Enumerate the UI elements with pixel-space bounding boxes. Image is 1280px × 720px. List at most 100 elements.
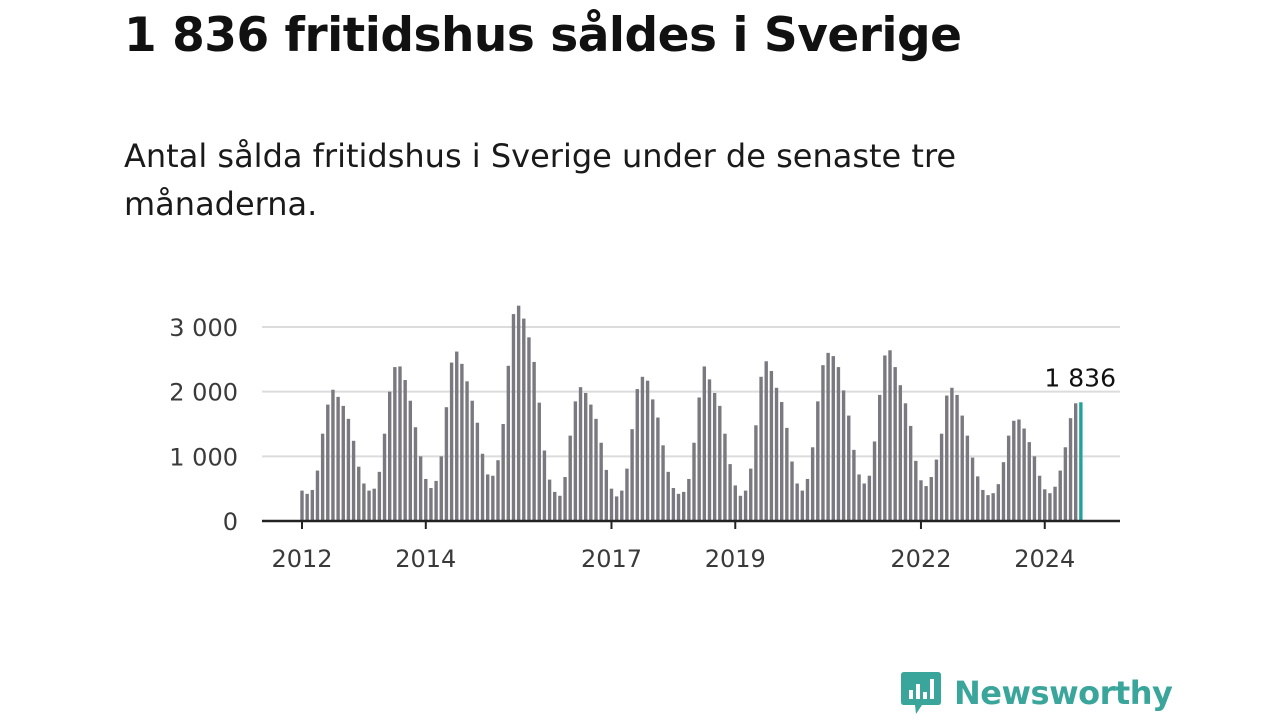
bar <box>485 474 490 521</box>
bar <box>532 361 536 521</box>
bar <box>671 488 676 521</box>
brand-name: Newsworthy <box>954 674 1173 712</box>
brand: Newsworthy <box>900 668 1173 718</box>
bar <box>609 488 614 521</box>
bar <box>501 424 505 521</box>
bar <box>387 391 392 521</box>
x-tick-label: 2012 <box>271 545 332 573</box>
bar <box>749 468 753 521</box>
bar <box>455 351 459 521</box>
x-tick-label: 2014 <box>395 545 456 573</box>
bar <box>408 400 413 521</box>
bar <box>1022 428 1026 521</box>
bar <box>537 402 541 521</box>
bar <box>779 402 784 521</box>
x-tick-label: 2019 <box>705 545 766 573</box>
bar <box>939 433 944 521</box>
bar <box>439 456 443 521</box>
bar <box>862 483 866 521</box>
bar <box>1053 486 1057 521</box>
bar <box>826 352 830 521</box>
y-tick-label: 1 000 <box>169 443 238 471</box>
bar <box>449 362 454 521</box>
bar-latest <box>1079 402 1083 521</box>
bar <box>331 389 335 521</box>
bar <box>805 478 810 521</box>
bar <box>429 488 433 521</box>
bar <box>480 453 485 521</box>
bar <box>1048 493 1052 521</box>
bar <box>341 405 345 521</box>
chart-title: 1 836 fritidshus såldes i Sverige <box>124 8 962 63</box>
bar <box>568 435 572 521</box>
bar <box>645 380 650 521</box>
bar <box>718 405 722 521</box>
bar <box>702 366 707 521</box>
bar <box>547 479 552 521</box>
bar <box>583 392 588 521</box>
y-tick-label: 0 <box>223 508 238 536</box>
bar <box>723 433 727 521</box>
bar <box>914 460 918 521</box>
bar <box>640 376 645 521</box>
bar <box>377 471 382 521</box>
bar <box>692 442 696 521</box>
bar <box>728 464 732 521</box>
bar <box>877 394 882 521</box>
y-tick-label: 3 000 <box>169 314 238 342</box>
bar <box>934 459 939 521</box>
bar <box>398 366 402 521</box>
bar <box>1001 462 1006 521</box>
bar <box>847 415 851 521</box>
bar <box>336 396 340 521</box>
bar <box>676 493 681 521</box>
bar <box>413 427 418 521</box>
bar <box>800 490 805 521</box>
x-tick-label: 2022 <box>890 545 951 573</box>
bar <box>1012 420 1016 521</box>
bar <box>970 457 975 521</box>
bar <box>1068 418 1073 521</box>
y-axis-tick-labels: 0 1 000 2 000 3 000 <box>169 314 238 536</box>
bar <box>738 495 743 521</box>
bar <box>1063 447 1068 521</box>
bar <box>434 480 438 521</box>
bar <box>326 404 330 521</box>
bar <box>1037 475 1042 521</box>
bar <box>785 427 789 521</box>
bar <box>594 418 598 521</box>
bar <box>986 495 990 521</box>
bar <box>511 314 516 521</box>
bar <box>1074 403 1078 521</box>
bar <box>418 456 423 521</box>
bar <box>903 403 908 521</box>
bar <box>444 407 449 521</box>
bar <box>578 387 583 521</box>
bar <box>816 401 820 521</box>
bar <box>346 418 351 521</box>
bar <box>465 381 469 521</box>
bar <box>1027 442 1031 521</box>
bar <box>553 491 557 521</box>
bar <box>795 483 799 521</box>
bar <box>367 490 371 521</box>
bar <box>496 460 500 521</box>
bar <box>955 394 959 521</box>
bar <box>522 318 526 521</box>
bar <box>614 496 619 521</box>
bar <box>656 417 660 521</box>
last-value-label: 1 836 <box>1044 363 1116 392</box>
bar <box>635 389 639 521</box>
bar <box>589 404 593 521</box>
bar <box>362 483 366 521</box>
bar <box>300 490 304 521</box>
bar <box>996 484 1001 521</box>
bar <box>841 390 846 521</box>
bar <box>929 477 933 521</box>
bar <box>573 401 578 521</box>
bar <box>460 363 464 521</box>
bar <box>754 425 758 521</box>
bar <box>919 480 923 521</box>
bar <box>1032 456 1037 521</box>
